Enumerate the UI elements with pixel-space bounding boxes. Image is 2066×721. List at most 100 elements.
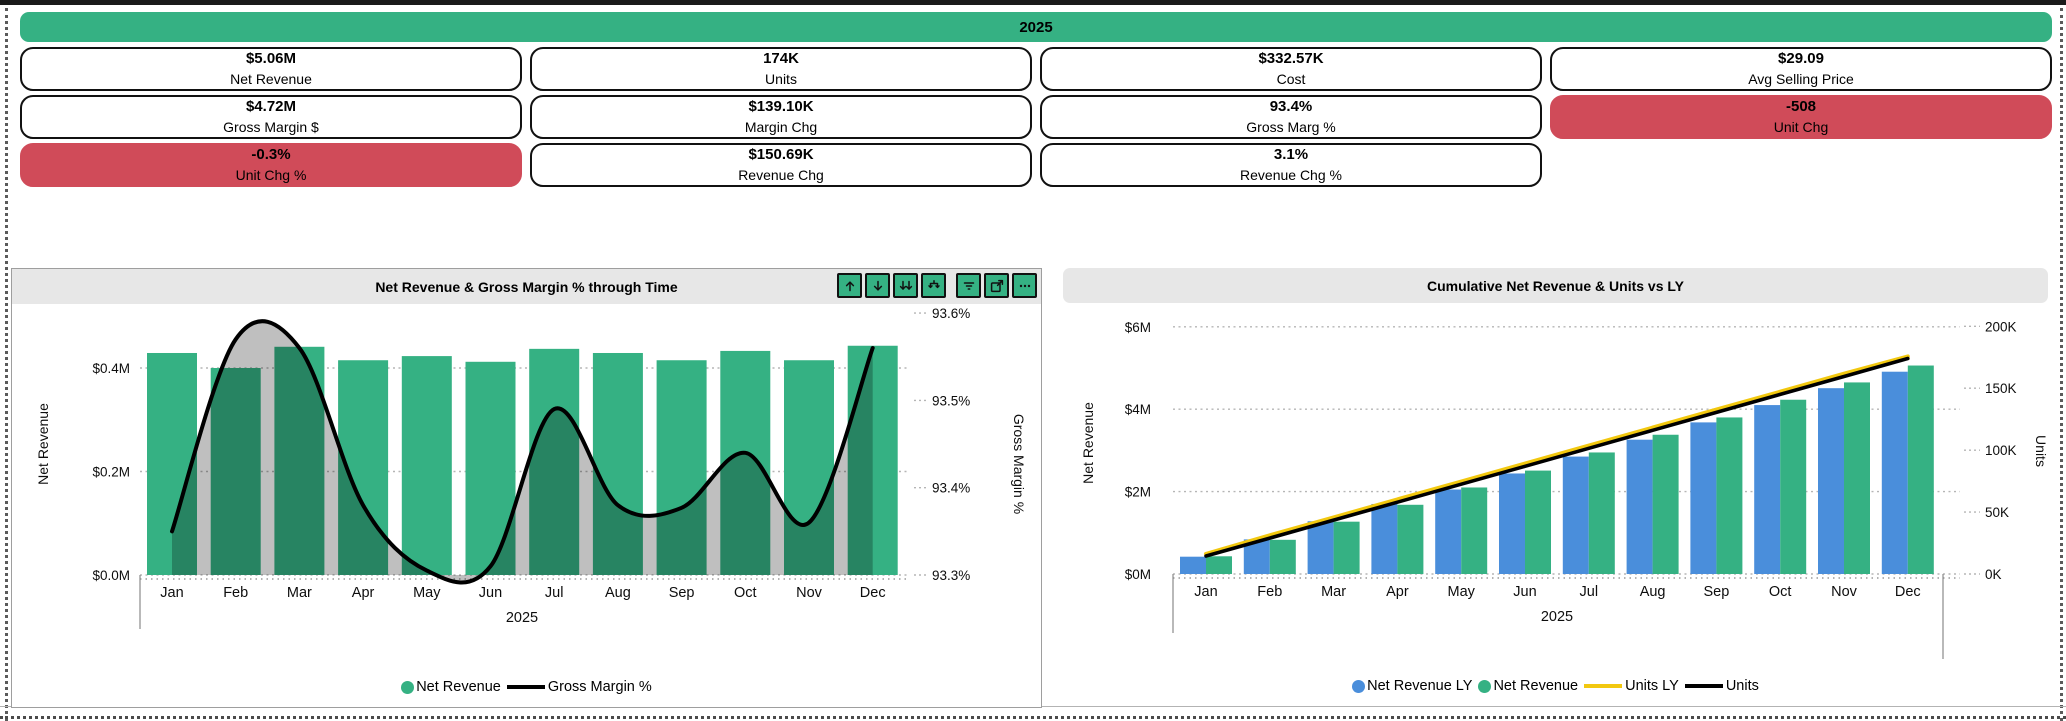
x-tick-label-sep: Sep <box>669 585 695 601</box>
page-border-right <box>2060 8 2063 721</box>
legend-label: Net Revenue LY <box>1367 678 1473 694</box>
filter-button[interactable] <box>956 273 981 298</box>
legend-item-gross-margin-[interactable]: Gross Margin % <box>506 679 652 695</box>
y-left-tick-label: $6M <box>1125 320 1151 335</box>
bar-net-revenue-ly-dec[interactable] <box>1881 371 1908 574</box>
bar-net-revenue-dec[interactable] <box>847 345 898 575</box>
legend-item-net-revenue[interactable]: Net Revenue <box>1478 678 1578 694</box>
expand-all-icon <box>927 279 940 288</box>
legend-item-net-revenue-ly[interactable]: Net Revenue LY <box>1352 678 1472 694</box>
x-tick-label-oct: Oct <box>1769 584 1792 600</box>
bar-net-revenue-mar[interactable] <box>1333 521 1360 574</box>
legend-label: Units LY <box>1625 678 1679 694</box>
kpi-card-gross-margin-[interactable]: $4.72M Gross Margin $ <box>20 95 522 139</box>
y-right-tick-label: 93.3% <box>932 568 970 583</box>
kpi-card-unit-chg-[interactable]: -0.3% Unit Chg % <box>20 143 522 187</box>
bar-net-revenue-jul[interactable] <box>1588 452 1615 574</box>
right-chart-plot[interactable]: $0M $2M $4M $6M 0K 50K 100K 150K 200K Jan Feb Mar Ap… <box>1063 303 2048 705</box>
bar-net-revenue-ly-sep[interactable] <box>1690 422 1717 574</box>
legend-item-units[interactable]: Units <box>1684 678 1759 694</box>
kpi-label: Cost <box>1276 70 1306 87</box>
x-tick-label-jan: Jan <box>1194 584 1217 600</box>
bar-net-revenue-jan[interactable] <box>1206 556 1232 574</box>
kpi-value: $332.57K <box>1258 50 1324 68</box>
kpi-value: -508 <box>1785 98 1817 116</box>
bar-net-revenue-ly-aug[interactable] <box>1626 439 1653 574</box>
bar-net-revenue-nov[interactable] <box>1844 382 1870 574</box>
y-right-axis-title: Units <box>2033 435 2048 467</box>
bar-net-revenue-nov[interactable] <box>784 360 834 575</box>
kpi-value: $4.72M <box>245 98 297 116</box>
legend-line-marker <box>1684 684 1723 688</box>
filter-icon <box>963 281 974 290</box>
kpi-card-avg-selling-price[interactable]: $29.09 Avg Selling Price <box>1550 47 2052 91</box>
y-right-tick-label: 93.5% <box>932 393 970 408</box>
bar-net-revenue-may[interactable] <box>1461 487 1488 574</box>
bar-net-revenue-dec[interactable] <box>1907 365 1934 574</box>
x-tick-label-jul: Jul <box>545 585 564 601</box>
drill-down-button[interactable] <box>865 273 890 298</box>
kpi-label: Gross Marg % <box>1246 118 1336 135</box>
bar-net-revenue-feb[interactable] <box>1269 539 1296 574</box>
kpi-label: Unit Chg % <box>235 166 307 183</box>
x-tick-label-dec: Dec <box>860 585 886 601</box>
bar-net-revenue-sep[interactable] <box>1716 417 1743 574</box>
more-options-button[interactable] <box>1012 273 1037 298</box>
kpi-label: Net Revenue <box>230 70 312 87</box>
kpi-card-margin-chg[interactable]: $139.10K Margin Chg <box>530 95 1032 139</box>
line-units-ly[interactable] <box>1204 354 1910 556</box>
bar-net-revenue-aug[interactable] <box>1652 434 1679 574</box>
kpi-card-revenue-chg-[interactable]: 3.1% Revenue Chg % <box>1040 143 1542 187</box>
y-right-tick-label: 93.6% <box>932 306 970 321</box>
kpi-card-revenue-chg[interactable]: $150.69K Revenue Chg <box>530 143 1032 187</box>
legend-dot-marker <box>1478 679 1492 693</box>
area-gross-margin- <box>172 321 873 583</box>
left-chart-title: Net Revenue & Gross Margin % through Tim… <box>375 278 678 295</box>
bar-net-revenue-jan[interactable] <box>147 352 197 575</box>
legend-label: Gross Margin % <box>547 679 652 695</box>
line-units[interactable] <box>1204 356 1910 558</box>
bar-net-revenue-feb[interactable] <box>210 368 261 575</box>
year-banner: 2025 <box>20 12 2052 42</box>
expand-all-button[interactable] <box>921 273 946 298</box>
legend-item-net-revenue[interactable]: Net Revenue <box>401 679 501 695</box>
y-left-axis-title: Net Revenue <box>1080 402 1096 484</box>
bar-net-revenue-ly-may[interactable] <box>1435 489 1462 574</box>
bar-net-revenue-ly-jun[interactable] <box>1499 473 1525 574</box>
kpi-label: Revenue Chg <box>738 166 824 183</box>
line-gross-margin-[interactable] <box>170 319 875 585</box>
bar-net-revenue-ly-nov[interactable] <box>1818 388 1844 574</box>
page-border-bottom <box>0 716 2066 719</box>
legend-item-units-ly[interactable]: Units LY <box>1584 678 1679 694</box>
bar-net-revenue-jun[interactable] <box>1525 470 1551 574</box>
bar-net-revenue-apr[interactable] <box>1397 504 1424 574</box>
bar-net-revenue-may[interactable] <box>401 356 452 575</box>
kpi-card-gross-marg-[interactable]: 93.4% Gross Marg % <box>1040 95 1542 139</box>
bar-net-revenue-aug[interactable] <box>592 352 643 575</box>
kpi-card-cost[interactable]: $332.57K Cost <box>1040 47 1542 91</box>
x-tick-label-sep: Sep <box>1703 584 1729 600</box>
bar-net-revenue-sep[interactable] <box>656 360 707 575</box>
drill-next-level-button[interactable] <box>893 273 918 298</box>
legend-label: Net Revenue <box>416 679 501 695</box>
kpi-label: Revenue Chg % <box>1240 166 1342 183</box>
kpi-card-net-revenue[interactable]: $5.06M Net Revenue <box>20 47 522 91</box>
kpi-card-unit-chg[interactable]: -508 Unit Chg <box>1550 95 2052 139</box>
x-tick-label-may: May <box>413 585 441 601</box>
bar-net-revenue-oct[interactable] <box>1780 399 1807 574</box>
bar-net-revenue-ly-jan[interactable] <box>1180 556 1206 574</box>
bar-net-revenue-oct[interactable] <box>720 350 771 575</box>
focus-mode-button[interactable] <box>984 273 1009 298</box>
bar-net-revenue-jun[interactable] <box>465 361 516 575</box>
bar-net-revenue-ly-jul[interactable] <box>1562 456 1589 574</box>
bar-net-revenue-ly-apr[interactable] <box>1371 503 1398 574</box>
bar-net-revenue-jul[interactable] <box>529 348 580 575</box>
top-edge-bar <box>0 0 2066 5</box>
x-tick-label-jun: Jun <box>1513 584 1536 600</box>
drill-up-button[interactable] <box>837 273 862 298</box>
left-chart-plot[interactable]: $0.0M $0.2M $0.4M 93.3% 93.4% 93.5% 93.6% Jan Fe… <box>12 304 1039 706</box>
bar-net-revenue-ly-mar[interactable] <box>1307 521 1334 574</box>
kpi-value: 3.1% <box>1273 146 1309 164</box>
bar-net-revenue-ly-oct[interactable] <box>1754 405 1781 574</box>
kpi-card-units[interactable]: 174K Units <box>530 47 1032 91</box>
